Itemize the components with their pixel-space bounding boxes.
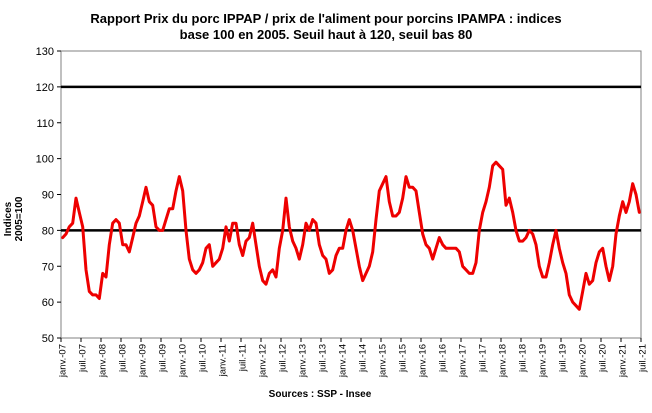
x-tick-label: janv.-20 — [578, 344, 589, 378]
x-tick-label: janv.-09 — [138, 344, 149, 378]
x-tick-label: janv.-13 — [298, 344, 309, 378]
x-tick-label: janv.-10 — [178, 344, 189, 378]
chart-title: Rapport Prix du porc IPPAP / prix de l'a… — [90, 11, 562, 26]
x-tick-label: janv.-14 — [338, 344, 349, 378]
x-tick-label: janv.-18 — [498, 344, 509, 378]
y-tick-label: 110 — [36, 118, 54, 130]
x-tick-label: juil.-17 — [478, 344, 489, 373]
x-tick-label: juil.-09 — [158, 344, 169, 373]
x-tick-label: juil.-15 — [398, 344, 409, 373]
x-tick-label: janv.-21 — [618, 344, 629, 378]
plot-area — [60, 50, 642, 339]
y-tick-label: 60 — [42, 297, 54, 309]
y-tick-label: 70 — [42, 261, 54, 273]
x-tick-label: juil.-16 — [438, 344, 449, 373]
x-tick-label: juil.-14 — [358, 344, 369, 373]
x-tick-label: juil.-19 — [558, 344, 569, 373]
x-tick-label: janv.-08 — [98, 344, 109, 378]
x-tick-label: janv.-16 — [418, 344, 429, 378]
x-tick-label: janv.-11 — [218, 344, 229, 377]
y-tick-label: 120 — [36, 82, 54, 94]
y-tick-label: 50 — [42, 333, 54, 345]
x-tick-label: juil.-12 — [278, 344, 289, 373]
x-tick-label: janv.-17 — [458, 344, 469, 378]
x-tick-label: janv.-15 — [378, 344, 389, 378]
x-tick-label: juil.-18 — [518, 344, 529, 373]
source-note: Sources : SSP - Insee — [268, 389, 372, 400]
y-tick-label: 100 — [36, 154, 54, 166]
x-tick-label: juil.-11 — [238, 344, 249, 372]
x-tick-label: janv.-19 — [538, 344, 549, 378]
y-tick-label: 90 — [42, 190, 54, 202]
x-tick-label: juil.-21 — [638, 344, 649, 373]
x-tick-label: juil.-20 — [598, 344, 609, 373]
chart-subtitle: base 100 en 2005. Seuil haut à 120, seui… — [179, 27, 473, 42]
x-tick-label: juil.-13 — [318, 344, 329, 373]
y-tick-label: 80 — [42, 225, 54, 237]
series-line — [61, 160, 641, 311]
x-tick-label: janv.-12 — [258, 344, 269, 378]
x-tick-label: juil.-10 — [198, 344, 209, 373]
y-tick-label: 130 — [36, 46, 54, 58]
x-tick-label: juil.-08 — [118, 344, 129, 373]
x-tick-label: janv.-07 — [58, 344, 69, 378]
x-tick-label: juil.-07 — [78, 344, 89, 373]
